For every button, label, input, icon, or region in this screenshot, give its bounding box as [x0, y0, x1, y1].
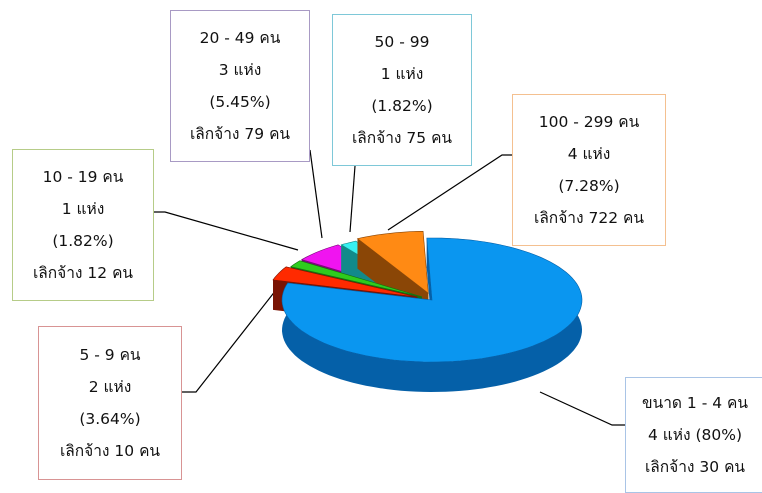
slice-laid-off: เลิกจ้าง 75 คน: [351, 129, 453, 147]
slice-laid-off: เลิกจ้าง 12 คน: [32, 264, 134, 282]
slice-laid-off: เลิกจ้าง 722 คน: [534, 209, 644, 227]
slice-percent: (1.82%): [371, 97, 433, 115]
leader-line-5: [387, 154, 512, 231]
callout-size-5-9: 5 - 9 คน 2 แห่ง (3.64%) เลิกจ้าง 10 คน: [38, 326, 182, 480]
slice-count: 3 แห่ง: [218, 61, 262, 79]
leader-line-1: [182, 289, 277, 393]
slice-top: [290, 260, 422, 298]
slice-count: 1 แห่ง: [380, 65, 424, 83]
callout-size-10-19: 10 - 19 คน 1 แห่ง (1.82%) เลิกจ้าง 12 คน: [12, 149, 154, 301]
slice-count: 4 แห่ง (80%): [647, 426, 743, 444]
callout-size-100-299: 100 - 299 คน 4 แห่ง (7.28%) เลิกจ้าง 722…: [512, 94, 666, 246]
slice-top: [356, 230, 429, 294]
leader-line-2: [154, 211, 299, 251]
slice-label: 20 - 49 คน: [199, 29, 281, 47]
callout-size-20-49: 20 - 49 คน 3 แห่ง (5.45%) เลิกจ้าง 79 คน: [170, 10, 310, 162]
slice-laid-off: เลิกจ้าง 10 คน: [59, 442, 161, 460]
leader-lines: [154, 149, 625, 426]
slice-top: [281, 237, 583, 363]
slice-laid-off: เลิกจ้าง 30 คน: [644, 458, 746, 476]
slice-percent: (3.64%): [79, 410, 141, 428]
slice-top: [272, 266, 418, 298]
slice-count: 1 แห่ง: [61, 200, 105, 218]
leader-line-3: [309, 149, 323, 239]
callout-size-50-99: 50 - 99 1 แห่ง (1.82%) เลิกจ้าง 75 คน: [332, 14, 472, 166]
slice-label: 50 - 99: [374, 33, 430, 51]
slice-laid-off: เลิกจ้าง 79 คน: [189, 125, 291, 143]
leader-line-4: [349, 165, 356, 233]
slice-percent: (7.28%): [558, 177, 620, 195]
pie-slices: [272, 230, 583, 392]
slice-label: 10 - 19 คน: [42, 168, 124, 186]
slice-label: 100 - 299 คน: [538, 113, 640, 131]
callout-size-1-4: ขนาด 1 - 4 คน 4 แห่ง (80%) เลิกจ้าง 30 ค…: [625, 377, 762, 493]
slice-percent: (1.82%): [52, 232, 114, 250]
slice-percent: (5.45%): [209, 93, 271, 111]
slice-label: ขนาด 1 - 4 คน: [642, 394, 748, 412]
slice-count: 2 แห่ง: [88, 378, 132, 396]
leader-line-0: [539, 391, 625, 426]
slice-label: 5 - 9 คน: [79, 346, 141, 364]
slice-count: 4 แห่ง: [567, 145, 611, 163]
slice-0: [281, 237, 583, 392]
